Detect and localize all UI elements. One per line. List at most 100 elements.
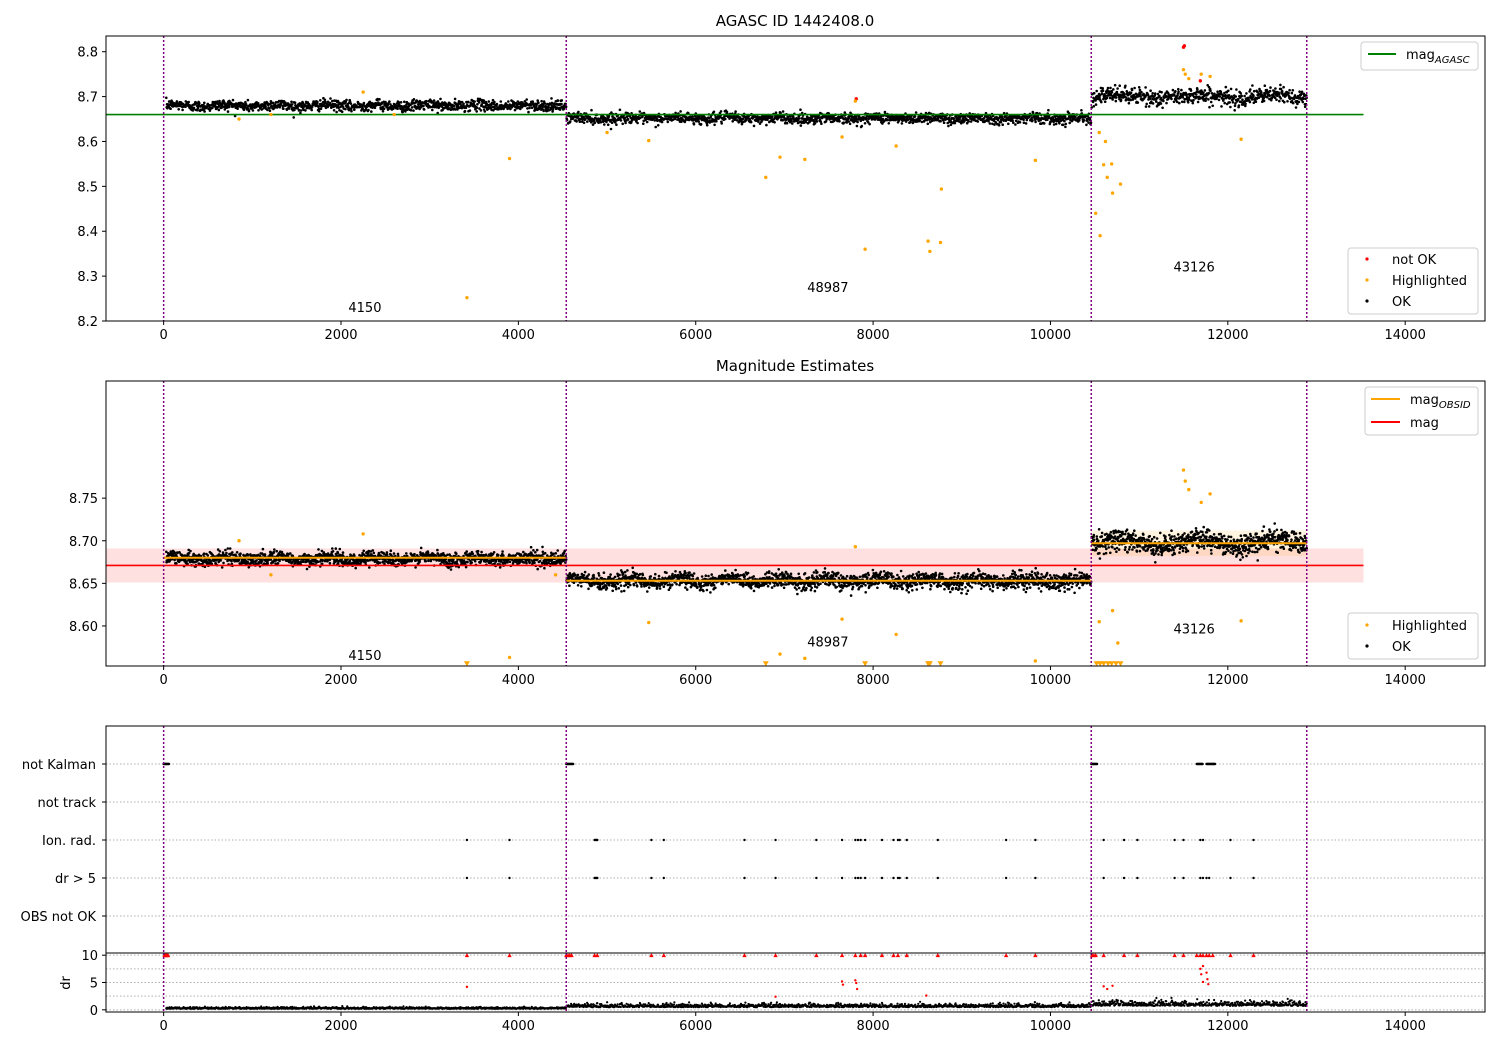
ok-point (268, 106, 271, 110)
ok-point (465, 550, 469, 553)
ok-point (1181, 96, 1185, 99)
ok-point (396, 552, 400, 556)
ok-point (1082, 118, 1086, 122)
ok-point (610, 111, 613, 114)
ok-point (1287, 91, 1290, 95)
ok-point (202, 552, 206, 555)
ok-point (887, 122, 891, 125)
ok-point (281, 104, 285, 108)
ok-point (414, 104, 417, 108)
ok-point (526, 107, 529, 110)
highlighted-point (465, 295, 469, 300)
ok-point (590, 108, 593, 112)
ok-point (328, 561, 332, 565)
ok-point (680, 120, 683, 124)
ok-point (1031, 119, 1034, 122)
ok-point (562, 106, 566, 110)
ok-point (1252, 94, 1255, 98)
ok-point (372, 551, 376, 555)
segment-label-48987: 48987 (807, 281, 848, 296)
ok-point (1237, 104, 1241, 107)
ok-point (547, 106, 550, 109)
ok-point (499, 100, 503, 103)
ok-point (999, 120, 1003, 124)
highlighted-point (1208, 74, 1212, 79)
ok-point (608, 583, 611, 587)
ok-point (541, 104, 545, 107)
ok-point (326, 559, 329, 563)
ok-point (781, 119, 784, 122)
ok-point (462, 102, 465, 106)
ok-point (1243, 94, 1246, 98)
ok-point (1202, 91, 1205, 94)
highlighted-point (778, 155, 782, 159)
ok-point (1208, 105, 1211, 109)
ok-point (264, 105, 267, 108)
ok-point (466, 560, 469, 564)
ok-point (1268, 94, 1272, 98)
ok-point (247, 566, 251, 569)
ok-point (1207, 91, 1211, 95)
ok-point (645, 120, 649, 124)
ok-point (1249, 88, 1252, 91)
ok-point (1095, 89, 1098, 93)
ok-point (431, 108, 434, 112)
ok-point (868, 122, 871, 126)
ok-point (607, 114, 611, 118)
x-tick-label: 4000 (502, 328, 535, 343)
ok-point (389, 103, 392, 106)
ok-point (1189, 89, 1193, 92)
highlighted-point (237, 117, 241, 121)
ok-point (1279, 83, 1282, 87)
ok-point (1263, 84, 1267, 87)
segment-label-4150: 4150 (348, 301, 381, 316)
ok-point (1062, 123, 1065, 127)
ok-point (715, 119, 718, 123)
ok-point (1012, 121, 1015, 125)
ok-point (419, 546, 423, 550)
ok-point (1147, 105, 1151, 108)
highlighted-point (1239, 137, 1243, 141)
ok-point (227, 105, 231, 109)
highlighted-point (1181, 67, 1186, 72)
ok-point (666, 120, 670, 124)
ok-point (336, 552, 340, 555)
ok-point (1268, 89, 1272, 93)
ok-point (774, 111, 778, 114)
ok-point (280, 550, 284, 554)
ok-point (487, 107, 490, 111)
ok-point (473, 100, 476, 103)
ok-point (586, 120, 589, 123)
y-tick-label: 8.2 (77, 315, 98, 330)
ok-point (377, 551, 381, 555)
ok-point (1254, 100, 1258, 103)
ok-point (1151, 102, 1155, 105)
ok-point (538, 559, 542, 563)
ok-point (454, 108, 457, 111)
ok-point (304, 109, 307, 112)
highlighted-point (928, 249, 932, 254)
ok-point (319, 107, 323, 110)
ok-point (541, 550, 545, 554)
panel-1-title: AGASC ID 1442408.0 (716, 12, 875, 30)
ok-point (1022, 121, 1026, 124)
ok-point (276, 562, 280, 565)
ok-point (541, 545, 544, 549)
ok-point (334, 547, 338, 550)
ok-point (543, 551, 547, 555)
highlighted-point (853, 99, 858, 103)
ok-point (856, 120, 859, 124)
ok-point (177, 108, 180, 111)
ok-point (399, 101, 403, 104)
ok-point (292, 116, 296, 119)
ok-point (1180, 88, 1183, 92)
ok-point (1283, 100, 1286, 104)
ok-point (550, 101, 554, 105)
ok-point (900, 122, 904, 125)
y-tick-label: 8.4 (77, 225, 98, 240)
highlighted-point (1105, 175, 1109, 180)
ok-point (436, 548, 439, 552)
ok-point (1209, 89, 1212, 93)
ok-point (1144, 86, 1147, 89)
ok-point (1106, 86, 1110, 90)
